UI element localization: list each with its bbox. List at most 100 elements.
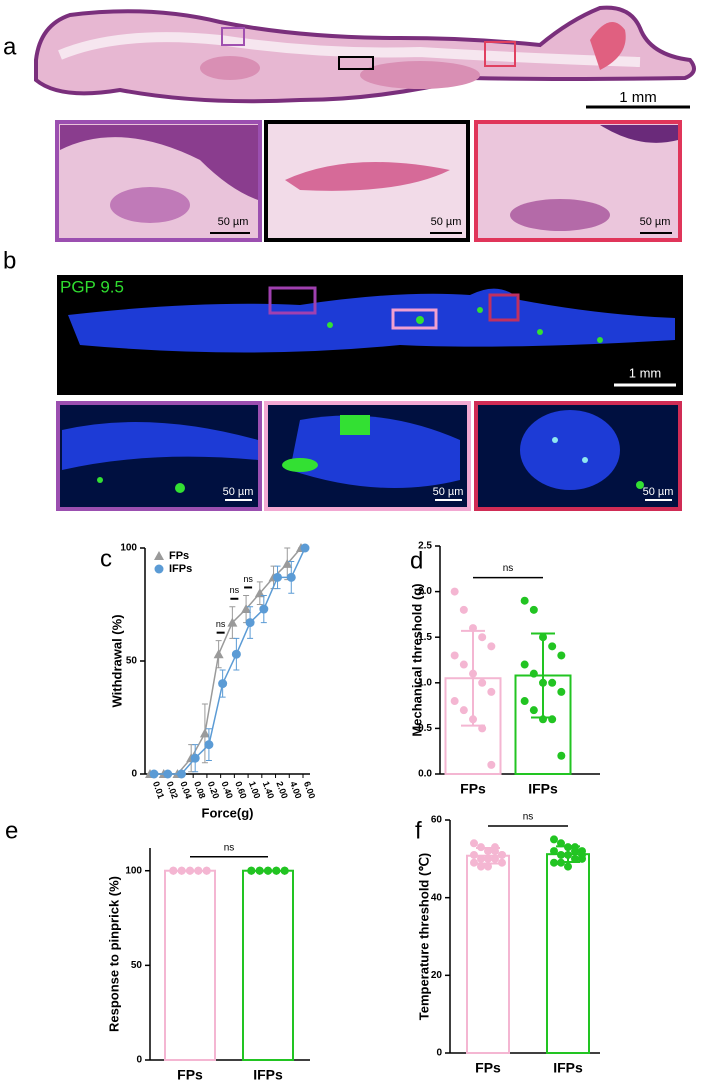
- marker: [149, 769, 159, 779]
- x-tick-label: FPs: [460, 781, 486, 797]
- y-tick-label: 0: [436, 1048, 442, 1059]
- y-tick-label: 50: [131, 960, 143, 971]
- if-insets: 50 µm 50 µm 50 µm: [56, 401, 682, 511]
- y-axis-label: Withdrawal (%): [109, 614, 124, 707]
- x-tick-label: 0.08: [192, 780, 207, 800]
- y-axis-label: Temperature threshold (℃): [416, 853, 431, 1021]
- bar: [466, 854, 510, 1055]
- y-tick-label: 2.0: [418, 586, 432, 597]
- x-tick-label: 0.20: [206, 780, 221, 800]
- data-point: [564, 862, 572, 871]
- y-tick-label: 0: [131, 769, 137, 780]
- data-point: [498, 858, 506, 867]
- x-tick-label: 1.40: [261, 780, 276, 800]
- data-point: [529, 706, 538, 715]
- marker: [282, 558, 293, 568]
- marker: [259, 604, 269, 614]
- scale-bar-label: 1 mm: [619, 89, 657, 106]
- marker: [286, 572, 296, 582]
- x-tick-label: IFPs: [553, 1060, 583, 1076]
- legend-marker: [154, 551, 164, 560]
- x-tick-label: 0.04: [178, 780, 193, 800]
- annotation: ns: [224, 842, 235, 853]
- data-point: [571, 854, 579, 863]
- x-tick-label: 6.00: [302, 780, 317, 800]
- data-point: [548, 642, 557, 651]
- data-point: [571, 847, 579, 856]
- data-point: [520, 596, 529, 605]
- inset-scale-label: 50 µm: [643, 486, 674, 498]
- data-point: [478, 678, 487, 687]
- y-tick-label: 0: [136, 1055, 142, 1066]
- y-axis-label: Mechanical threshold (g): [409, 583, 424, 736]
- stain-label: PGP 9.5: [60, 277, 124, 296]
- error-bar: [531, 632, 555, 719]
- y-tick-label: 0.0: [418, 769, 432, 780]
- data-point: [202, 866, 211, 875]
- data-point: [498, 850, 506, 859]
- panel-label: e: [5, 817, 18, 844]
- data-point: [548, 678, 557, 687]
- marker: [204, 740, 214, 750]
- error-bar: [556, 845, 580, 863]
- marker: [227, 617, 238, 627]
- data-point: [550, 858, 558, 867]
- x-tick-label: 0.02: [165, 780, 180, 800]
- data-point: [459, 660, 468, 669]
- y-axis-label: Response to pinprick (%): [106, 876, 121, 1032]
- data-point: [487, 760, 496, 769]
- y-tick-label: 0.5: [418, 723, 432, 734]
- data-point: [487, 642, 496, 651]
- data-point: [459, 605, 468, 614]
- data-point: [450, 697, 459, 706]
- x-tick-label: FPs: [475, 1060, 501, 1076]
- data-point: [529, 669, 538, 678]
- data-point: [557, 850, 565, 859]
- inset-scale-label: 50 µm: [218, 216, 249, 228]
- he-overview: 1 mm: [34, 5, 696, 109]
- if-overview: PGP 9.5 1 mm: [57, 275, 683, 395]
- y-tick-label: 1.5: [418, 632, 432, 643]
- series-line: [150, 547, 302, 775]
- data-point: [478, 633, 487, 642]
- marker: [190, 753, 200, 763]
- data-point: [470, 850, 478, 859]
- data-point: [470, 839, 478, 848]
- x-tick-label: 4.00: [288, 780, 303, 800]
- data-point: [491, 854, 499, 863]
- x-axis-label: Force(g): [202, 805, 254, 820]
- legend-label: FPs: [169, 550, 189, 562]
- bar: [242, 869, 294, 1062]
- inset-scale-label: 50 µm: [223, 486, 254, 498]
- annotation: ns: [243, 574, 253, 584]
- data-point: [520, 697, 529, 706]
- marker: [300, 543, 310, 553]
- data-point: [247, 866, 256, 875]
- panel-label: f: [415, 817, 422, 844]
- data-point: [477, 854, 485, 863]
- y-tick-label: 20: [431, 970, 443, 981]
- marker: [273, 572, 283, 582]
- data-point: [459, 706, 468, 715]
- data-point: [484, 862, 492, 871]
- data-point: [529, 605, 538, 614]
- data-point: [557, 839, 565, 848]
- panel-label: c: [100, 545, 112, 572]
- scale-bar-label: 1 mm: [629, 365, 662, 380]
- panel-label: d: [410, 547, 423, 574]
- inset-scale-label: 50 µm: [433, 486, 464, 498]
- x-tick-label: 0.60: [233, 780, 248, 800]
- data-point: [477, 862, 485, 871]
- x-tick-label: 2.00: [274, 780, 289, 800]
- marker: [245, 618, 255, 628]
- x-tick-label: 1.00: [247, 780, 262, 800]
- x-tick-label: FPs: [177, 1067, 203, 1083]
- inset-scale-label: 50 µm: [431, 216, 462, 228]
- marker: [231, 649, 241, 659]
- bar: [164, 869, 216, 1062]
- data-point: [557, 687, 566, 696]
- marker: [199, 728, 210, 738]
- marker: [241, 604, 252, 614]
- data-point: [520, 660, 529, 669]
